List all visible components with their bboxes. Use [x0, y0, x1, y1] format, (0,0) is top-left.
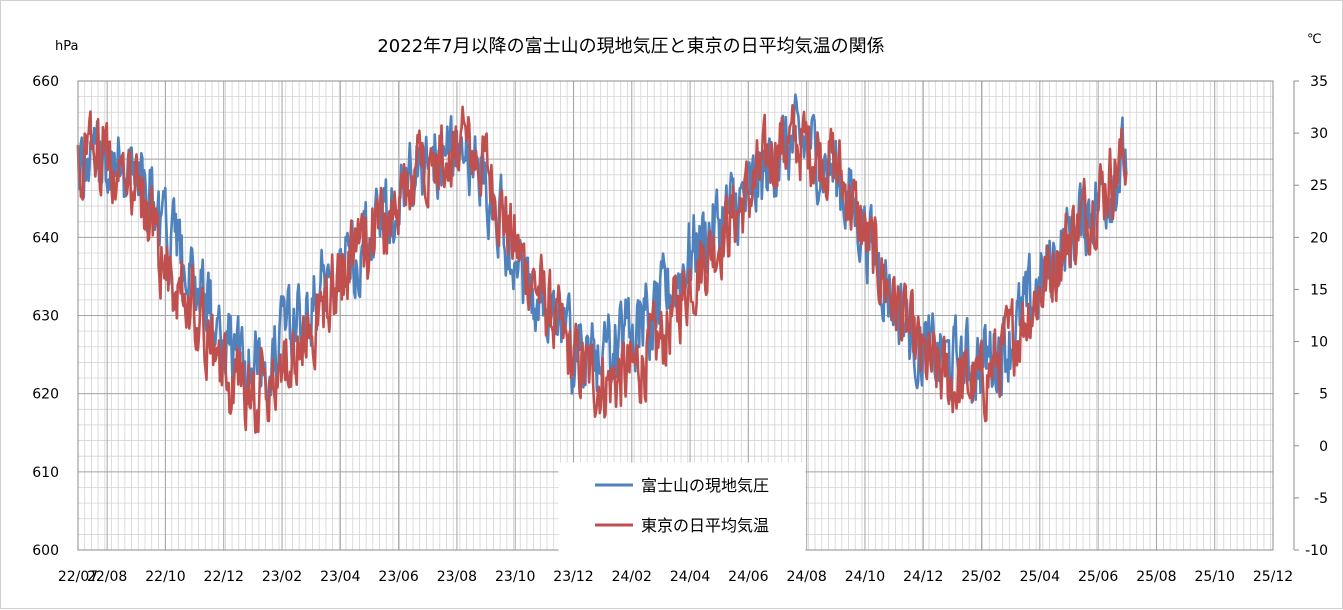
- x-tick-label: 24/12: [903, 569, 943, 585]
- y-left-tick-label: 640: [32, 230, 59, 246]
- y-right-tick-label: 5: [1319, 387, 1328, 403]
- y-right-tick-label: 10: [1310, 335, 1328, 351]
- y-right-tick-label: 20: [1310, 230, 1328, 246]
- left-axis-unit: hPa: [55, 39, 78, 54]
- y-right-tick-label: -5: [1314, 491, 1328, 507]
- y-right-tick-label: 25: [1310, 178, 1328, 194]
- y-left-tick-label: 650: [32, 152, 59, 168]
- x-tick-label: 22/10: [145, 569, 185, 585]
- chart-title: 2022年7月以降の富士山の現地気圧と東京の日平均気温の関係: [377, 36, 884, 57]
- x-tick-label: 24/10: [845, 569, 885, 585]
- x-tick-label: 23/02: [262, 569, 302, 585]
- x-tick-label: 22/12: [204, 569, 244, 585]
- y-right-tick-label: -10: [1305, 543, 1328, 559]
- x-tick-label: 24/04: [670, 569, 710, 585]
- y-left-tick-label: 620: [32, 387, 59, 403]
- y-left-tick-label: 610: [32, 465, 59, 481]
- y-left-tick-label: 660: [32, 74, 59, 90]
- x-tick-label: 24/08: [786, 569, 826, 585]
- right-axis-unit: ℃: [1307, 32, 1322, 47]
- legend-box: [558, 462, 806, 552]
- x-tick-label: 22/07: [58, 569, 98, 585]
- x-tick-label: 25/08: [1136, 569, 1176, 585]
- legend-label-pressure: 富士山の現地気圧: [641, 476, 769, 495]
- legend: 富士山の現地気圧 東京の日平均気温: [558, 462, 806, 552]
- grid-layer: [77, 80, 1274, 551]
- series-layer: [76, 93, 1128, 434]
- x-tick-label: 23/06: [378, 569, 418, 585]
- x-tick-label: 24/02: [612, 569, 652, 585]
- y-right-tick-label: 0: [1319, 439, 1328, 455]
- y-right-tick-label: 30: [1310, 126, 1328, 142]
- x-tick-label: 23/08: [437, 569, 477, 585]
- x-tick-label: 25/02: [961, 569, 1001, 585]
- legend-label-temperature: 東京の日平均気温: [641, 516, 769, 535]
- x-tick-label: 25/06: [1078, 569, 1118, 585]
- x-tick-label: 22/08: [87, 569, 127, 585]
- x-tick-label: 25/04: [1020, 569, 1060, 585]
- x-tick-label: 24/06: [728, 569, 768, 585]
- x-tick-label: 23/04: [320, 569, 360, 585]
- x-tick-label: 23/12: [553, 569, 593, 585]
- x-tick-label: 25/10: [1195, 569, 1235, 585]
- y-right-tick-label: 15: [1310, 282, 1328, 298]
- y-left-tick-label: 630: [32, 309, 59, 325]
- y-right-tick-label: 35: [1310, 74, 1328, 90]
- series-line-temperature: [76, 104, 1128, 434]
- y-left-tick-label: 600: [32, 543, 59, 559]
- x-tick-label: 25/12: [1253, 569, 1293, 585]
- x-tick-label: 23/10: [495, 569, 535, 585]
